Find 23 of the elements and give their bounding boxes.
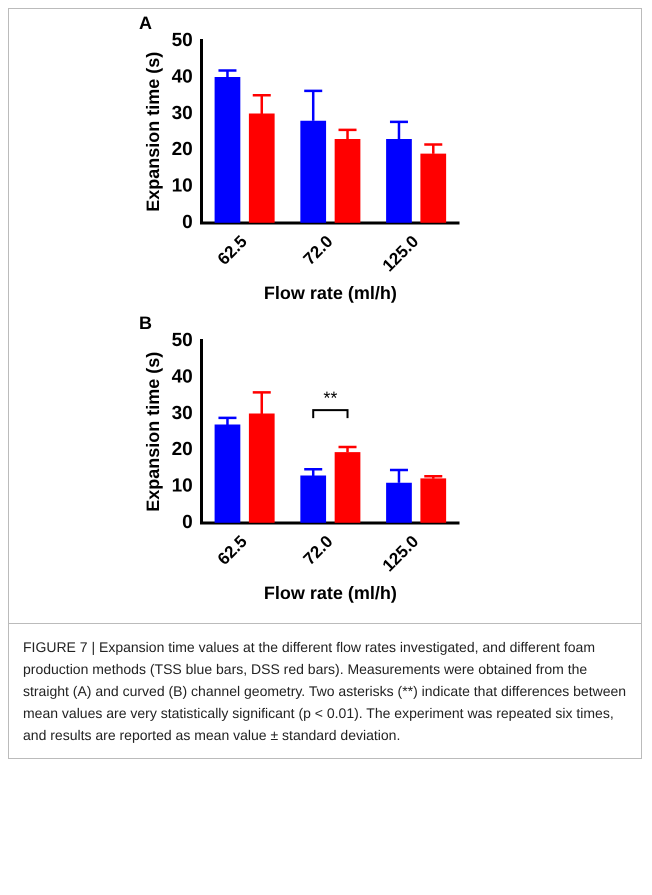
x-axis-title: Flow rate (ml/h)	[264, 583, 397, 604]
y-tick-label: 0	[182, 212, 193, 234]
x-axis-title: Flow rate (ml/h)	[264, 283, 397, 304]
y-tick-label: 50	[172, 30, 193, 51]
y-tick-label: 20	[172, 139, 193, 160]
y-tick-label: 40	[172, 66, 193, 88]
y-tick-label: 30	[172, 102, 193, 124]
y-axis-title: Expansion time (s)	[142, 52, 163, 212]
y-tick-label: 50	[172, 330, 193, 351]
y-tick-label: 10	[172, 176, 193, 197]
x-tick-label: 72.0	[300, 232, 337, 269]
y-tick-label: 40	[172, 366, 193, 388]
annotation: **	[323, 388, 338, 408]
x-tick-label: 72.0	[300, 532, 337, 569]
y-tick-label: 10	[172, 476, 193, 497]
y-axis-title: Expansion time (s)	[142, 352, 163, 512]
y-tick-label: 20	[172, 439, 193, 460]
chart-title: A	[139, 12, 152, 33]
bar	[420, 478, 446, 523]
y-tick-label: 0	[182, 512, 193, 534]
chart-title: B	[139, 312, 152, 333]
y-tick-label: 30	[172, 402, 193, 424]
caption: FIGURE 7 | Expansion time values at the different flow rates investigated, and different foam production methods (TSS blue bars, DSS red bars). Measurements were obtained from the straight (A) and curved (B) channel geometry. Two asterisks (**) indicate that differences between mean values are very statistically significant (p < 0.01). The experiment was repeated six times, and results are reported as mean value ± standard deviation.	[9, 623, 641, 758]
